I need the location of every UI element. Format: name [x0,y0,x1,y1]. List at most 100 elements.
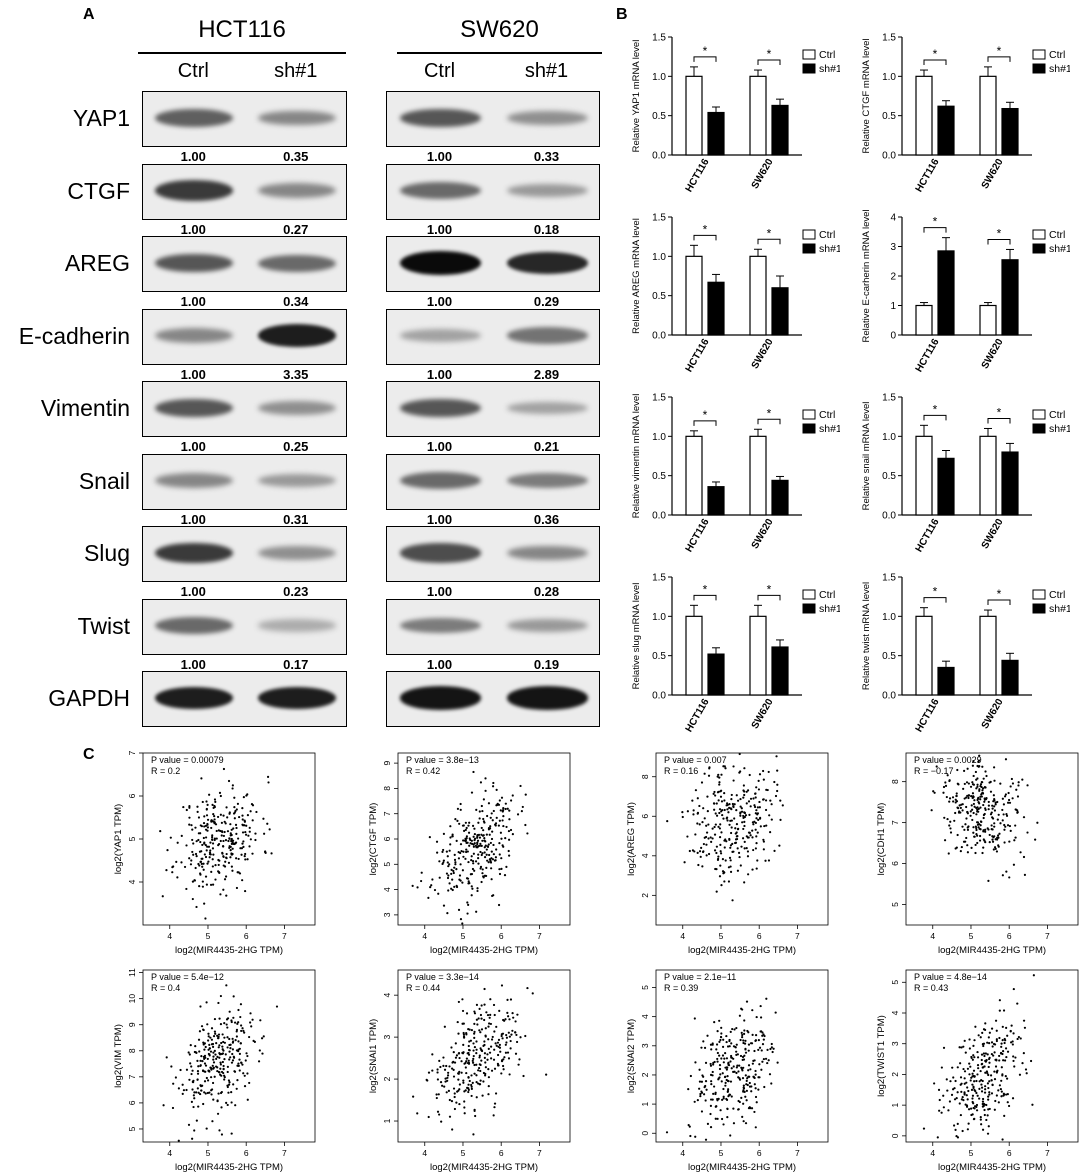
data-point [468,837,471,840]
data-point [700,1046,703,1049]
x-axis-label: log2(MIR4435-2HG TPM) [688,1162,796,1173]
data-point [473,1109,476,1112]
data-point [473,1030,476,1034]
data-point [1036,821,1039,824]
data-point [229,832,232,835]
data-point [949,1080,952,1083]
data-point [455,1054,459,1057]
data-point [470,1094,473,1098]
data-point [981,765,984,768]
data-point [703,772,706,775]
data-point [202,821,206,825]
cell-line-title: HCT116 [198,16,286,43]
data-point [448,849,451,852]
data-point [212,1055,215,1058]
data-point [981,851,984,855]
protein-label: GAPDH [48,685,130,711]
data-point [694,1061,697,1064]
r-value-text: R = −0.17 [914,766,954,776]
data-point [947,852,950,855]
data-point [942,1106,945,1109]
data-point [502,845,505,848]
data-point [758,1076,761,1079]
data-point [1004,825,1007,828]
x-axis-label: log2(MIR4435-2HG TPM) [430,945,538,956]
data-point [199,832,202,835]
data-point [456,819,459,823]
data-point [509,799,513,802]
data-point [466,877,470,880]
data-point [976,808,979,811]
data-point [720,800,724,803]
data-point [496,1053,500,1057]
data-point [227,1091,230,1094]
data-point [754,796,757,799]
data-point [718,776,721,779]
data-point [213,798,217,801]
x-category-label: SW620 [980,517,1006,551]
data-point [485,853,488,856]
data-point [196,1069,200,1073]
data-point [237,871,240,874]
data-point [997,1101,1000,1104]
data-point [966,1086,969,1089]
data-point [1005,1055,1008,1059]
y-tick-label: 4 [127,879,137,884]
data-point [204,828,208,831]
data-point [467,903,470,906]
x-category-label: SW620 [750,517,776,551]
data-point [484,777,487,780]
plot-frame [905,969,1079,1143]
data-point [227,839,230,843]
data-point [754,1126,757,1129]
data-point [479,781,483,784]
data-point [718,783,721,786]
data-point [1014,824,1017,827]
data-point [498,1043,501,1046]
data-point [762,840,765,843]
data-point [733,1028,736,1031]
data-point [237,857,240,861]
data-point [208,1053,211,1056]
data-point [200,850,203,853]
data-point [461,824,465,827]
data-point [268,828,271,831]
data-point [732,1107,735,1110]
data-point [970,846,973,849]
data-point [747,1069,750,1072]
y-tick-label: 1.0 [882,612,896,623]
data-point [500,837,503,840]
data-point [705,843,708,846]
data-point [504,802,507,805]
data-point [971,1083,974,1086]
data-point [742,1090,745,1093]
data-point [698,1080,702,1083]
data-point [972,760,975,763]
bar-ctrl [979,75,997,156]
data-point [714,1117,717,1120]
data-point [995,1094,998,1097]
data-point [987,879,990,882]
data-point [957,807,960,810]
bar-sh1 [707,653,725,696]
data-point [761,1034,764,1037]
data-point [949,827,952,830]
data-point [954,847,957,850]
bar-sh1 [937,457,955,516]
data-point [963,1082,966,1085]
data-point [492,1003,496,1007]
data-point [755,867,758,870]
data-point [243,1085,247,1088]
data-point [985,797,988,800]
data-point [987,1057,991,1061]
protein-band [399,472,482,489]
data-point [980,1090,984,1093]
data-point [749,797,753,800]
data-point [212,1061,216,1064]
data-point [969,810,972,813]
data-point [473,1036,476,1039]
data-point [986,1114,989,1117]
data-point [195,1091,198,1094]
data-point [492,1114,495,1117]
